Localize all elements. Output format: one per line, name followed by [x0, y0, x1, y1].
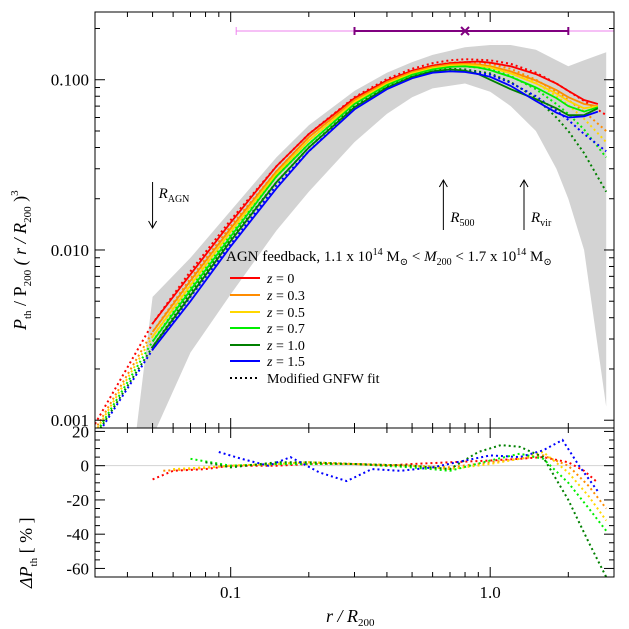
fit-line-z15: [100, 69, 607, 428]
marker-agn: RAGN: [148, 182, 190, 230]
legend-item-z03: z = 0.3: [230, 289, 305, 304]
fit-line-z0: [95, 58, 607, 425]
bottom-y-axis-title: ΔPth [ % ]: [16, 517, 40, 589]
legend-label-z05: z = 0.5: [266, 306, 305, 321]
marker-500: R500: [438, 178, 475, 230]
profile-line-z03: [151, 62, 599, 333]
profile-line-z0: [151, 60, 599, 325]
bottom-y-axis-ticks: 20 0 -20 -40 -60: [66, 422, 614, 578]
legend-item-z0: z = 0: [230, 272, 294, 287]
legend-item-z07: z = 0.7: [230, 322, 305, 337]
y-tick-label: 0.100: [51, 71, 89, 90]
y-tick-label: -20: [66, 491, 89, 510]
bottom-plot-area: [95, 438, 614, 577]
bottom-frame: [94, 427, 615, 578]
fit-line-z10: [99, 67, 608, 428]
legend: z = 0 z = 0.3 z = 0.5 z = 0.7 z = 1.0 z …: [230, 272, 380, 387]
legend-label-z03: z = 0.3: [266, 289, 305, 304]
profile-line-z15: [151, 70, 599, 351]
sample-annotation: AGN feedback, 1.1 x 1014 M⊙ < M200 < 1.7…: [226, 247, 552, 268]
marker-arrow-head: [519, 178, 529, 188]
profile-line-z07: [151, 65, 599, 343]
bottom-panel: 0.1 1.0 20 0 -20 -40 -60: [66, 12, 615, 602]
y-tick-label: -60: [66, 559, 89, 578]
x-tick-label: 1.0: [480, 583, 501, 602]
marker-arrow-head: [148, 220, 158, 230]
marker-vir: Rvir: [519, 178, 552, 230]
y-tick-label: 0.010: [51, 241, 89, 260]
range-bar-center-cross: [460, 26, 470, 36]
legend-item-z15: z = 1.5: [230, 355, 305, 370]
legend-label-z10: z = 1.0: [266, 339, 305, 354]
x-tick-label: 0.1: [220, 583, 241, 602]
y-tick-label: -40: [66, 525, 89, 544]
legend-label-z0: z = 0: [266, 272, 294, 287]
top-plot-area: [95, 45, 608, 428]
top-y-axis-ticks: 0.001 0.010 0.100: [51, 27, 614, 430]
residual-line-z0: [152, 456, 599, 484]
legend-item-z05: z = 0.5: [230, 306, 305, 321]
legend-item-z10: z = 1.0: [230, 339, 305, 354]
legend-item-fit: Modified GNFW fit: [230, 372, 380, 387]
y-tick-label: 20: [72, 422, 89, 441]
marker-label: RAGN: [158, 186, 190, 205]
x-axis-ticks: 0.1 1.0: [94, 12, 615, 602]
legend-label-fit: Modified GNFW fit: [267, 372, 380, 387]
legend-label-z15: z = 1.5: [266, 355, 305, 370]
legend-label-z07: z = 0.7: [266, 322, 305, 337]
residual-line-z05: [173, 450, 608, 522]
y-tick-label: 0.001: [51, 411, 89, 430]
marker-label: Rvir: [530, 210, 552, 229]
top-y-axis-title: Pth / P200 ( r / R200 )3: [9, 190, 34, 331]
residual-line-z07: [190, 452, 607, 532]
profile-line-z10: [151, 68, 599, 348]
x-axis-title: r / R200: [326, 606, 375, 629]
y-tick-label: 0: [81, 457, 90, 476]
fit-line-z05: [96, 62, 607, 428]
residual-line-z03: [163, 454, 607, 510]
marker-label: R500: [449, 210, 474, 229]
marker-arrow-head: [438, 178, 448, 188]
profile-line-z05: [151, 64, 599, 338]
